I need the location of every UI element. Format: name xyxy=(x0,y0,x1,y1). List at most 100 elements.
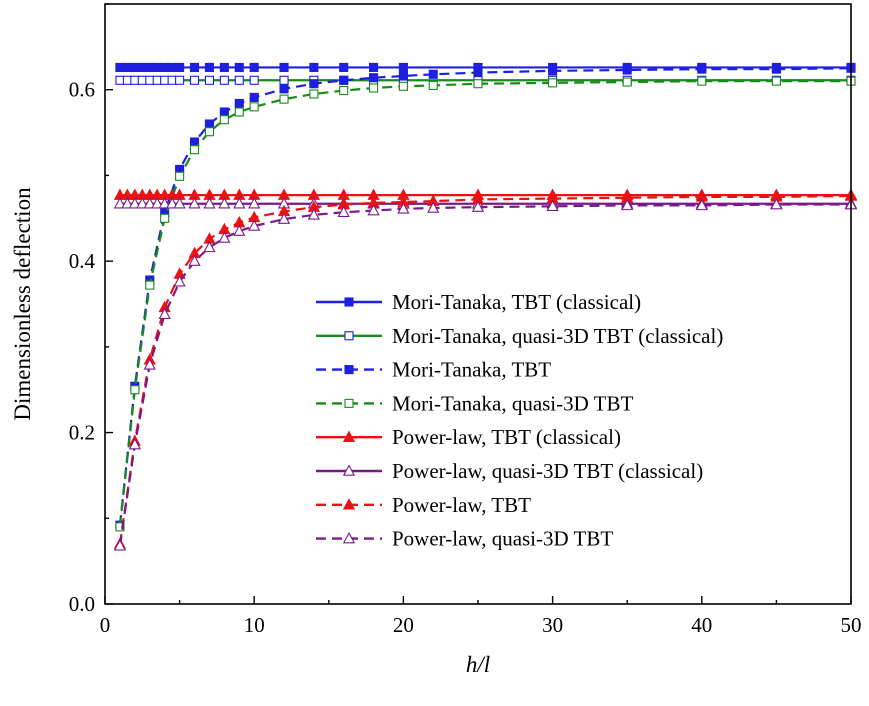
data-point xyxy=(113,197,127,209)
y-tick-label: 0.0 xyxy=(69,592,95,616)
legend-item: Power-law, TBT (classical) xyxy=(316,425,621,449)
data-point xyxy=(428,69,438,79)
data-point xyxy=(152,75,162,85)
data-point xyxy=(548,78,558,88)
legend-item: Power-law, quasi-3D TBT xyxy=(316,527,613,551)
data-point xyxy=(695,198,708,211)
data-point xyxy=(143,358,156,370)
data-point xyxy=(175,62,185,72)
legend-item: Mori-Tanaka, TBT xyxy=(316,358,551,382)
data-point xyxy=(175,171,185,181)
legend-item: Mori-Tanaka, quasi-3D TBT xyxy=(316,391,634,415)
data-point xyxy=(342,498,356,510)
data-point xyxy=(188,197,201,209)
data-point xyxy=(233,197,246,209)
data-point xyxy=(249,62,259,72)
data-point xyxy=(167,75,177,85)
data-point xyxy=(219,62,229,72)
data-point xyxy=(203,197,216,209)
data-point xyxy=(113,539,127,551)
data-point xyxy=(309,89,319,99)
data-point xyxy=(234,98,244,108)
data-point xyxy=(130,75,140,85)
data-point xyxy=(397,202,410,214)
data-point xyxy=(204,75,214,85)
data-point xyxy=(248,219,261,231)
data-point xyxy=(175,75,185,85)
data-point xyxy=(344,398,354,408)
series-line xyxy=(118,203,851,546)
data-point xyxy=(337,205,350,218)
data-point xyxy=(279,62,289,72)
data-point xyxy=(369,83,379,93)
data-point xyxy=(122,62,132,72)
data-point xyxy=(218,231,231,243)
data-point xyxy=(234,62,244,72)
data-point xyxy=(344,297,354,307)
y-axis-title: Dimensionless deflection xyxy=(10,187,35,421)
legend-item: Mori-Tanaka, quasi-3D TBT (classical) xyxy=(316,324,723,348)
data-point xyxy=(770,197,783,210)
data-point xyxy=(428,80,438,90)
data-point xyxy=(342,464,356,476)
data-point xyxy=(249,92,259,102)
data-point xyxy=(145,62,155,72)
data-point xyxy=(277,212,291,224)
data-point xyxy=(128,197,141,209)
data-point xyxy=(622,65,632,75)
data-point xyxy=(115,75,125,85)
data-point xyxy=(115,522,125,532)
x-tick-label: 50 xyxy=(841,613,862,637)
legend-label: Power-law, TBT (classical) xyxy=(392,425,621,449)
data-point xyxy=(342,531,356,544)
data-point xyxy=(367,203,380,216)
data-point xyxy=(279,75,289,85)
data-point xyxy=(166,197,179,209)
data-point xyxy=(128,437,141,450)
legend-label: Mori-Tanaka, TBT (classical) xyxy=(392,290,641,314)
series-line xyxy=(118,194,852,545)
data-point xyxy=(130,385,140,395)
data-point xyxy=(219,115,229,125)
data-point xyxy=(697,76,707,86)
data-point xyxy=(249,102,259,112)
legend: Mori-Tanaka, TBT (classical) Mori-Tanaka,… xyxy=(316,290,723,551)
data-point xyxy=(398,81,408,91)
data-point xyxy=(471,200,485,212)
legend-label: Power-law, quasi-3D TBT xyxy=(392,527,613,551)
axis-ticks: 0 10 20 30 40 50 0.0 0.2 0.4 0.6 xyxy=(69,3,862,637)
data-point xyxy=(248,197,261,209)
data-point xyxy=(203,240,216,253)
data-point xyxy=(307,208,320,220)
data-point xyxy=(145,280,155,290)
data-point xyxy=(233,224,246,236)
data-point xyxy=(204,62,214,72)
data-point xyxy=(344,365,354,375)
data-point xyxy=(204,119,214,129)
data-point xyxy=(173,197,186,209)
series-layer xyxy=(113,62,858,551)
data-point xyxy=(160,75,170,85)
data-point xyxy=(143,197,156,209)
data-point xyxy=(339,75,349,85)
data-point xyxy=(309,62,319,72)
data-point xyxy=(309,79,319,89)
data-point xyxy=(219,107,229,117)
data-point xyxy=(771,64,781,74)
data-point xyxy=(369,73,379,83)
plot-area: 0 10 20 30 40 50 0.0 0.2 0.4 0.6 xyxy=(69,3,862,637)
data-point xyxy=(137,75,147,85)
legend-item: Mori-Tanaka, TBT (classical) xyxy=(316,290,641,314)
data-point xyxy=(122,75,132,85)
data-point xyxy=(697,64,707,74)
data-point xyxy=(427,201,440,213)
data-point xyxy=(771,76,781,86)
data-point xyxy=(137,62,147,72)
legend-label: Power-law, TBT xyxy=(392,493,531,517)
data-point xyxy=(342,430,356,442)
x-tick-label: 20 xyxy=(393,613,414,637)
legend-item: Power-law, quasi-3D TBT (classical) xyxy=(316,459,703,483)
data-point xyxy=(219,75,229,85)
data-point xyxy=(189,75,200,85)
